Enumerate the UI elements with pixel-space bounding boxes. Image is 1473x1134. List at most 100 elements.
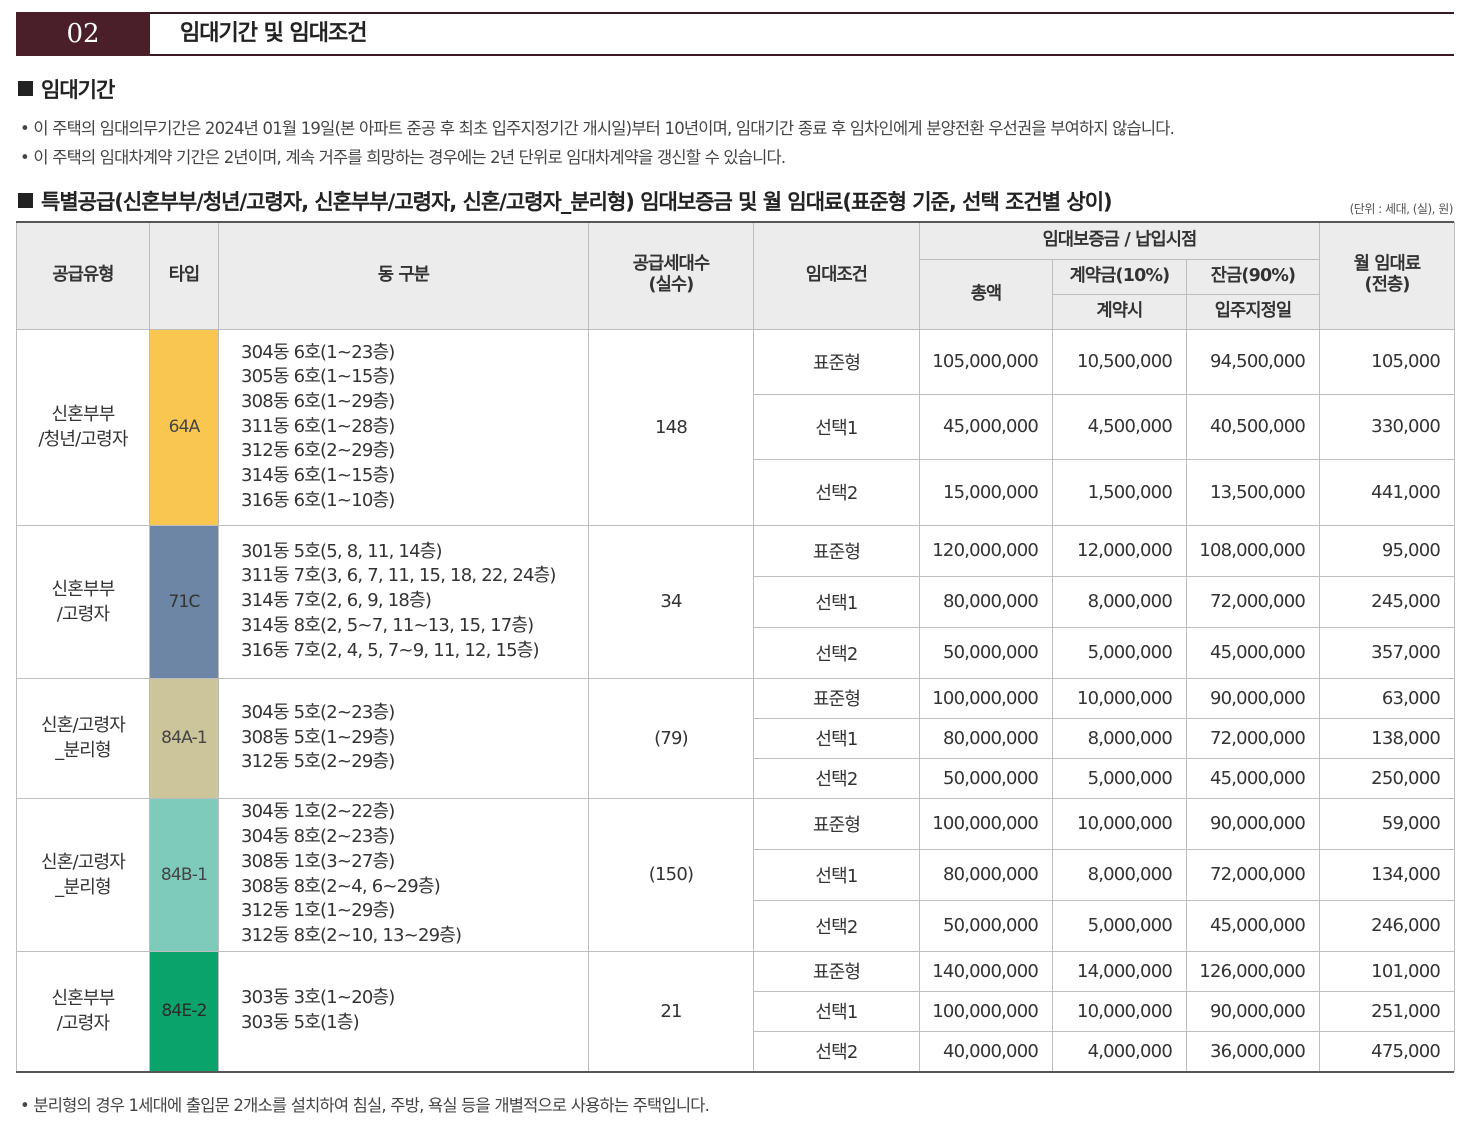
contract-cell: 5,000,000 [1052, 757, 1187, 799]
period-bullet-2: • 이 주택의 임대차계약 기간은 2년이며, 계속 거주를 희망하는 경우에는… [20, 148, 786, 167]
table-row: 신혼부부 /고령자 71C 301동 5호(5, 8, 11, 14층) 311동 … [16, 524, 1456, 679]
header-balance-pct: 잔금(90%) [1185, 259, 1321, 295]
total-cell: 80,000,000 [919, 575, 1053, 628]
balance-cell: 90,000,000 [1185, 677, 1321, 719]
households-cell: 34 [588, 524, 754, 679]
monthly-cell: 330,000 [1319, 393, 1456, 460]
contract-cell: 5,000,000 [1052, 626, 1187, 679]
condition-cell: 선택1 [753, 717, 920, 759]
monthly-cell: 250,000 [1319, 757, 1456, 799]
contract-cell: 4,000,000 [1052, 1030, 1187, 1072]
section-header-bar [16, 12, 1454, 56]
table-row: 신혼/고령자 _분리형 84B-1 304동 1호(2~22층) 304동 8호(2… [16, 797, 1456, 952]
condition-cell: 표준형 [753, 950, 920, 992]
condition-cell: 표준형 [753, 677, 920, 719]
header-condition: 임대조건 [753, 222, 920, 330]
monthly-cell: 251,000 [1319, 990, 1456, 1032]
contract-cell: 10,000,000 [1052, 797, 1187, 850]
total-cell: 105,000,000 [919, 328, 1053, 395]
condition-cell: 선택2 [753, 757, 920, 799]
contract-cell: 8,000,000 [1052, 717, 1187, 759]
header-type: 타입 [149, 222, 219, 330]
monthly-cell: 101,000 [1319, 950, 1456, 992]
supply-type-cell: 신혼부부 /청년/고령자 [16, 328, 150, 526]
condition-cell: 표준형 [753, 797, 920, 850]
balance-cell: 45,000,000 [1185, 757, 1321, 799]
rent-table: 공급유형 타입 동 구분 공급세대수 (실수) 임대조건 임대보증금 / 납입시… [16, 222, 1456, 1072]
total-cell: 100,000,000 [919, 677, 1053, 719]
total-cell: 100,000,000 [919, 797, 1053, 850]
monthly-cell: 441,000 [1319, 458, 1456, 526]
contract-cell: 10,500,000 [1052, 328, 1187, 395]
total-cell: 80,000,000 [919, 848, 1053, 901]
supply-type-cell: 신혼/고령자 _분리형 [16, 797, 150, 952]
contract-cell: 4,500,000 [1052, 393, 1187, 460]
monthly-cell: 246,000 [1319, 899, 1456, 952]
condition-cell: 표준형 [753, 524, 920, 577]
households-cell: 21 [588, 950, 754, 1072]
dong-cell: 304동 5호(2~23층) 308동 5호(1~29층) 312동 5호(2~… [218, 677, 589, 799]
rent-table-body: 신혼부부 /청년/고령자 64A 304동 6호(1~23층) 305동 6호(1~… [16, 328, 1456, 1072]
total-cell: 45,000,000 [919, 393, 1053, 460]
table-row: 선택1 80,000,000 8,000,000 72,000,000 138,000 [17, 717, 1456, 759]
monthly-cell: 134,000 [1319, 848, 1456, 901]
monthly-cell: 357,000 [1319, 626, 1456, 679]
header-deposit-group: 임대보증금 / 납입시점 [918, 222, 1321, 260]
condition-cell: 선택1 [753, 393, 920, 460]
total-cell: 80,000,000 [919, 717, 1053, 759]
total-cell: 50,000,000 [919, 757, 1053, 799]
conditions-heading-text: 특별공급(신혼부부/청년/고령자, 신혼부부/고령자, 신혼/고령자_분리형) … [41, 190, 1113, 214]
table-row: 선택1 80,000,000 8,000,000 72,000,000 245,000 [17, 575, 1456, 628]
balance-cell: 108,000,000 [1185, 524, 1321, 577]
total-cell: 15,000,000 [919, 458, 1053, 526]
condition-cell: 선택2 [753, 458, 920, 526]
table-bottom-rule [16, 1071, 1454, 1073]
header-households-text: 공급세대수 (실수) [632, 254, 710, 296]
dong-cell: 301동 5호(5, 8, 11, 14층) 311동 7호(3, 6, 7, … [218, 524, 589, 679]
balance-cell: 13,500,000 [1185, 458, 1321, 526]
contract-cell: 1,500,000 [1052, 458, 1187, 526]
table-top-rule [16, 221, 1454, 223]
condition-cell: 선택1 [753, 848, 920, 901]
type-cell: 84A-1 [149, 677, 219, 799]
header-total: 총액 [919, 259, 1053, 330]
balance-cell: 94,500,000 [1185, 328, 1321, 395]
period-bullet-1: • 이 주택의 임대의무기간은 2024년 01월 19일(본 아파트 준공 후… [20, 119, 1175, 138]
total-cell: 100,000,000 [919, 990, 1053, 1032]
total-cell: 120,000,000 [919, 524, 1053, 577]
table-row: 신혼/고령자 _분리형 84A-1 304동 5호(2~23층) 308동 5호(1… [16, 677, 1456, 799]
type-cell: 64A [149, 328, 219, 526]
table-row: 선택2 50,000,000 5,000,000 45,000,000 246,000 [17, 899, 1456, 952]
type-cell: 84B-1 [149, 797, 219, 952]
balance-cell: 72,000,000 [1185, 717, 1321, 759]
unit-note: (단위 : 세대, (실), 원) [1349, 202, 1454, 216]
contract-cell: 10,000,000 [1052, 990, 1187, 1032]
header-contract-time: 계약시 [1052, 294, 1187, 330]
monthly-cell: 59,000 [1319, 797, 1456, 850]
households-cell: (79) [588, 677, 754, 799]
supply-type-cell: 신혼/고령자 _분리형 [16, 677, 150, 799]
header-balance-time: 입주지정일 [1185, 294, 1321, 330]
dong-cell: 304동 1호(2~22층) 304동 8호(2~23층) 308동 1호(3~… [218, 797, 589, 952]
supply-type-cell: 신혼부부 /고령자 [16, 950, 150, 1072]
total-cell: 40,000,000 [919, 1030, 1053, 1072]
period-heading: 임대기간 [18, 74, 115, 104]
table-row: 선택2 50,000,000 5,000,000 45,000,000 357,000 [17, 626, 1456, 679]
table-row: 신혼부부 /고령자 84E-2 303동 3호(1~20층) 303동 5호(1층)… [16, 950, 1456, 1072]
table-row: 선택1 45,000,000 4,500,000 40,500,000 330,000 [17, 393, 1456, 460]
table-row: 선택2 40,000,000 4,000,000 36,000,000 475,000 [17, 1030, 1456, 1072]
footnote: • 분리형의 경우 1세대에 출입문 2개소를 설치하여 침실, 주방, 욕실 … [20, 1096, 710, 1115]
condition-cell: 선택2 [753, 899, 920, 952]
contract-cell: 10,000,000 [1052, 677, 1187, 719]
table-row: 선택1 80,000,000 8,000,000 72,000,000 134,000 [17, 848, 1456, 901]
households-cell: 148 [588, 328, 754, 526]
households-cell: (150) [588, 797, 754, 952]
header-dong: 동 구분 [218, 222, 589, 330]
contract-cell: 8,000,000 [1052, 575, 1187, 628]
monthly-cell: 475,000 [1319, 1030, 1456, 1072]
total-cell: 140,000,000 [919, 950, 1053, 992]
header-households: 공급세대수 (실수) [588, 222, 754, 330]
total-cell: 50,000,000 [919, 899, 1053, 952]
monthly-cell: 105,000 [1319, 328, 1456, 395]
balance-cell: 90,000,000 [1185, 797, 1321, 850]
